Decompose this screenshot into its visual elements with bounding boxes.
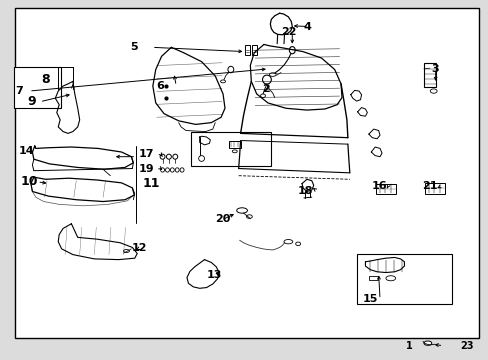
Ellipse shape bbox=[198, 156, 204, 161]
Ellipse shape bbox=[220, 80, 225, 83]
Bar bbox=[368, 276, 377, 280]
Text: 12: 12 bbox=[131, 243, 146, 253]
Ellipse shape bbox=[232, 150, 237, 153]
Bar bbox=[14, 67, 61, 108]
Text: 1: 1 bbox=[405, 341, 412, 351]
Ellipse shape bbox=[172, 154, 177, 159]
Text: 14: 14 bbox=[19, 146, 34, 156]
Text: 2: 2 bbox=[262, 84, 270, 94]
Text: 18: 18 bbox=[298, 186, 313, 196]
Ellipse shape bbox=[423, 341, 431, 345]
Ellipse shape bbox=[165, 168, 169, 172]
Text: 9: 9 bbox=[27, 95, 36, 108]
Text: 19: 19 bbox=[138, 163, 154, 174]
Ellipse shape bbox=[269, 73, 276, 76]
Text: 15: 15 bbox=[362, 294, 377, 305]
Text: 22: 22 bbox=[280, 27, 296, 37]
Text: 16: 16 bbox=[370, 181, 386, 191]
Ellipse shape bbox=[295, 242, 300, 246]
Ellipse shape bbox=[160, 154, 164, 159]
Bar bbox=[245, 45, 250, 55]
Bar bbox=[375, 184, 395, 194]
Text: 4: 4 bbox=[303, 22, 310, 32]
Text: 23: 23 bbox=[459, 341, 472, 351]
Ellipse shape bbox=[284, 239, 292, 244]
Text: 11: 11 bbox=[142, 177, 159, 190]
Bar bbox=[424, 183, 445, 194]
Text: 17: 17 bbox=[138, 149, 153, 159]
Bar bbox=[251, 45, 256, 55]
Ellipse shape bbox=[175, 168, 179, 172]
Text: 5: 5 bbox=[130, 42, 137, 52]
Text: 7: 7 bbox=[15, 86, 23, 96]
Ellipse shape bbox=[166, 154, 171, 159]
Ellipse shape bbox=[246, 215, 252, 219]
Bar bbox=[190, 132, 271, 166]
Text: 21: 21 bbox=[422, 181, 437, 191]
Ellipse shape bbox=[260, 94, 265, 98]
Bar bbox=[423, 63, 435, 87]
Text: 13: 13 bbox=[206, 270, 222, 280]
Text: 10: 10 bbox=[20, 175, 38, 188]
Text: 8: 8 bbox=[41, 73, 50, 86]
Ellipse shape bbox=[180, 168, 183, 172]
Ellipse shape bbox=[262, 75, 271, 84]
Ellipse shape bbox=[385, 276, 395, 281]
Bar bbox=[228, 140, 241, 148]
Ellipse shape bbox=[289, 46, 295, 54]
Ellipse shape bbox=[123, 249, 129, 252]
Text: 3: 3 bbox=[430, 64, 438, 74]
Ellipse shape bbox=[160, 168, 164, 172]
Ellipse shape bbox=[170, 168, 174, 172]
Ellipse shape bbox=[429, 89, 436, 93]
Text: 20: 20 bbox=[215, 215, 230, 224]
Text: 6: 6 bbox=[157, 81, 164, 91]
Ellipse shape bbox=[236, 208, 247, 213]
Ellipse shape bbox=[227, 66, 233, 73]
Bar bbox=[356, 253, 451, 304]
